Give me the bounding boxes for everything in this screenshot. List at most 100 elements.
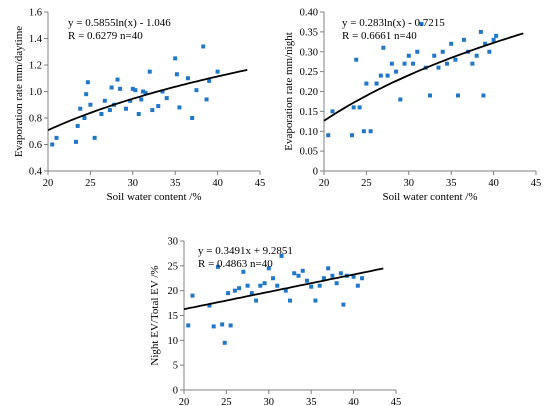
x-tick-label: 30 [404, 178, 415, 189]
data-point [78, 106, 83, 111]
regression-stats: R = 0.6279 n=40 [68, 30, 143, 42]
data-point [160, 89, 165, 94]
y-tick-label: 10 [168, 336, 179, 347]
data-point [99, 112, 104, 117]
data-point [470, 61, 475, 66]
data-point [115, 77, 120, 82]
data-point [349, 133, 354, 138]
data-point [478, 29, 483, 34]
data-point [385, 73, 390, 78]
y-tick-label: 0.15 [300, 107, 318, 118]
y-tick-label: 0.05 [300, 147, 318, 158]
data-point [241, 269, 246, 274]
data-point [75, 123, 80, 128]
data-point [436, 65, 441, 70]
data-point [174, 72, 179, 77]
data-point [156, 104, 161, 109]
data-point [304, 278, 309, 283]
data-point [232, 288, 237, 293]
data-point [317, 283, 322, 288]
data-point [124, 106, 129, 111]
data-point [453, 57, 458, 62]
y-tick-label: 20 [168, 286, 179, 297]
x-tick-label: 45 [255, 178, 266, 189]
data-point [220, 322, 225, 327]
data-point [351, 105, 356, 110]
data-point [262, 281, 267, 286]
panel-b: 20 25 30 35 40 45 0 0.05 0.10 0.15 0.20 0.25 0.30 0.3… [283, 8, 541, 204]
data-point [215, 69, 220, 74]
data-point [355, 283, 360, 288]
y-axis-label: Evaporation rate mm/night [283, 32, 295, 151]
data-point [292, 271, 297, 276]
data-point [82, 116, 87, 120]
data-point [222, 340, 227, 345]
x-axis-label: Soil water content /% [382, 191, 477, 203]
panel-c: 202530354045051015202530Soil water conte… [149, 237, 401, 406]
x-tick-label: 35 [446, 178, 457, 189]
data-point [139, 97, 144, 102]
data-point [461, 37, 466, 42]
data-point [249, 291, 254, 296]
y-tick-label: 15 [168, 311, 179, 322]
y-tick-label: 0.4 [29, 167, 43, 178]
data-point [107, 108, 112, 113]
x-tick-label: 40 [212, 178, 223, 189]
x-tick-label: 45 [391, 397, 402, 406]
data-point [360, 276, 365, 281]
data-point [102, 98, 107, 103]
data-point [326, 133, 331, 138]
data-point [481, 93, 486, 98]
regression-stats: R = 0.6661 n=40 [342, 30, 417, 42]
data-point [140, 89, 145, 94]
y-tick-label: 25 [168, 261, 179, 272]
data-point [321, 276, 326, 281]
data-point [444, 61, 449, 66]
data-point [190, 293, 195, 298]
data-point [245, 283, 250, 288]
data-point [173, 56, 178, 61]
trendline [323, 32, 524, 122]
y-tick-label: 1.0 [29, 87, 42, 98]
y-tick-label: 0 [173, 386, 178, 397]
data-point [275, 283, 280, 288]
data-point [389, 61, 394, 66]
data-point [207, 303, 212, 308]
data-point [177, 105, 182, 110]
data-point [440, 49, 445, 54]
data-point [411, 61, 416, 66]
y-tick-label: 0.40 [300, 8, 318, 19]
x-tick-label: 35 [170, 178, 181, 189]
data-point [279, 253, 284, 258]
data-point [368, 129, 373, 134]
y-tick-label: 0.10 [300, 127, 318, 138]
data-point [428, 93, 432, 98]
data-point [130, 86, 135, 91]
data-point [357, 105, 362, 110]
data-point [419, 21, 424, 26]
data-point [341, 302, 346, 307]
regression-stats: R = 0.4863 n=40 [198, 258, 273, 270]
data-point [334, 281, 339, 286]
y-tick-label: 1.6 [29, 8, 42, 19]
y-tick-label: 0.35 [300, 27, 318, 38]
regression-equation: y = 0.5855ln(x) - 1.046 [68, 17, 171, 29]
data-point [186, 323, 191, 328]
y-tick-label: 30 [168, 237, 179, 248]
trendline [183, 267, 384, 311]
data-point [204, 97, 209, 102]
y-tick-label: 0.8 [29, 114, 42, 125]
data-point [207, 78, 212, 83]
data-point [226, 291, 231, 296]
data-point [254, 298, 259, 303]
data-point [494, 33, 499, 38]
y-tick-label: 0.6 [29, 140, 42, 151]
y-axis-label: Evaporation rate mm/daytime [13, 26, 25, 157]
data-point [364, 81, 369, 86]
data-point [228, 323, 233, 328]
data-point [313, 298, 318, 303]
data-point [326, 266, 331, 271]
data-point [185, 76, 190, 81]
x-tick-label: 45 [531, 178, 542, 189]
